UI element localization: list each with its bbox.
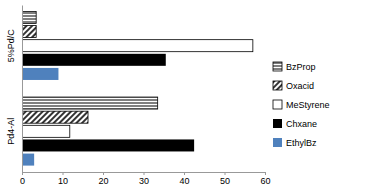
y-tick-label: Pd4-Al [6, 118, 16, 145]
bar [22, 26, 36, 38]
legend-swatch [273, 100, 282, 109]
x-tick-label: 50 [220, 176, 230, 186]
legend-label: BzProp [286, 62, 316, 72]
bar [22, 125, 70, 137]
x-tick-label: 0 [20, 176, 25, 186]
x-tick: 0 [20, 172, 25, 186]
legend-label: Chxane [286, 119, 317, 129]
bar [22, 68, 58, 80]
bar [22, 54, 166, 66]
legend-swatch [273, 138, 282, 147]
legend-label: EthylBz [286, 138, 317, 148]
legend-label: MeStyrene [286, 100, 330, 110]
legend-entry: Chxane [273, 119, 317, 129]
x-tick-label: 60 [260, 176, 270, 186]
bar [22, 139, 194, 151]
legend-entry: MeStyrene [273, 100, 330, 110]
legend-entry: Oxacid [273, 81, 314, 91]
legend-swatch [273, 81, 282, 90]
y-axis-line [22, 6, 23, 173]
x-tick-label: 30 [139, 176, 149, 186]
x-tick-mark [103, 172, 104, 175]
x-tick-label: 40 [179, 176, 189, 186]
x-tick: 50 [220, 172, 230, 186]
bar [22, 111, 88, 123]
x-tick-mark [225, 172, 226, 175]
x-tick-mark [63, 172, 64, 175]
x-axis-line [23, 173, 266, 176]
legend-swatch [273, 119, 282, 128]
x-tick-label: 20 [98, 176, 108, 186]
legend-swatch [273, 62, 282, 71]
x-tick: 60 [260, 172, 270, 186]
x-tick: 40 [179, 172, 189, 186]
x-tick-mark [144, 172, 145, 175]
x-tick: 20 [98, 172, 108, 186]
x-tick: 10 [58, 172, 68, 186]
x-tick-mark [184, 172, 185, 175]
x-tick: 30 [139, 172, 149, 186]
y-tick: 5%Pd/C [6, 29, 22, 63]
y-tick: Pd4-Al [6, 118, 22, 145]
bar [22, 97, 158, 109]
y-tick-label: 5%Pd/C [6, 29, 16, 63]
x-axis: 0 10 20 30 40 50 60 [20, 172, 271, 186]
y-axis: 5%Pd/C Pd4-Al [6, 6, 23, 173]
bar [22, 11, 36, 23]
legend: BzProp Oxacid MeStyrene Chxane EthylBz [273, 62, 330, 148]
chart: 0 10 20 30 40 50 60 5%Pd/C Pd4-Al BzProp Oxacid MeS… [0, 0, 365, 189]
bars [22, 11, 253, 165]
x-tick-label: 10 [58, 176, 68, 186]
bar [22, 40, 253, 52]
legend-label: Oxacid [286, 81, 314, 91]
bar [22, 154, 34, 166]
legend-entry: BzProp [273, 62, 316, 72]
legend-entry: EthylBz [273, 138, 317, 148]
x-tick-mark [265, 172, 266, 175]
